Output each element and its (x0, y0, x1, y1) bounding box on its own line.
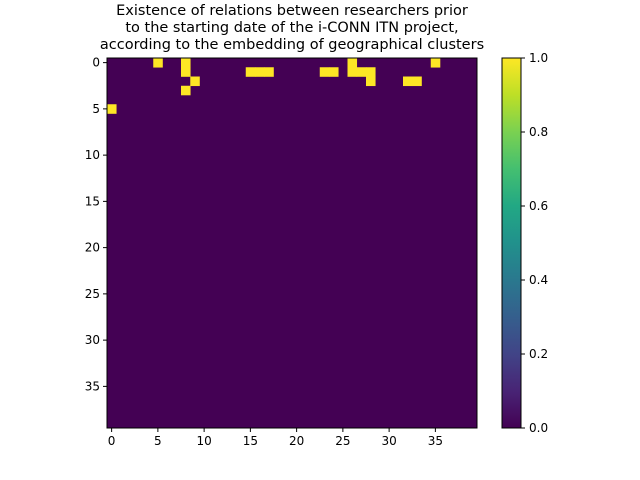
colorbar-tick-label: 0.6 (529, 199, 548, 213)
x-tick-label: 20 (289, 434, 304, 448)
heatmap-cell (403, 76, 413, 87)
heatmap-background (107, 58, 477, 428)
x-tick-label: 25 (335, 434, 350, 448)
colorbar-tick-label: 0.0 (529, 421, 548, 435)
heatmap-cell (181, 58, 191, 68)
colorbar-tick-label: 1.0 (529, 51, 548, 65)
heatmap-cell (153, 58, 163, 68)
x-tick-label: 10 (196, 434, 211, 448)
x-tick-label: 30 (381, 434, 396, 448)
heatmap-cell (255, 67, 265, 77)
y-tick-label: 35 (85, 379, 100, 393)
x-tick-label: 5 (154, 434, 162, 448)
heatmap-cell (245, 67, 256, 77)
heatmap-cell (356, 67, 367, 77)
heatmap-cell (190, 76, 200, 87)
x-tick-label: 0 (108, 434, 116, 448)
heatmap-frame (106, 57, 478, 429)
y-tick-label: 30 (85, 333, 100, 347)
y-tick-label: 10 (85, 148, 100, 162)
x-tick-label: 15 (243, 434, 258, 448)
y-tick-label: 5 (92, 102, 100, 116)
chart-title: Existence of relations between researche… (100, 3, 484, 53)
heatmap-cell (430, 58, 441, 68)
heatmap-cell (264, 67, 274, 77)
heatmap-cell (329, 67, 339, 77)
x-axis: 0 5 10 15 20 25 30 35 (108, 428, 443, 448)
heatmap-cell (319, 67, 330, 77)
heatmap-cell (412, 76, 422, 87)
y-tick-label: 15 (85, 194, 100, 208)
y-tick-label: 25 (85, 287, 100, 301)
y-tick-label: 0 (92, 56, 100, 70)
heatmap-cell (347, 58, 358, 68)
y-tick-label: 20 (85, 241, 100, 255)
y-axis: 0 5 10 15 20 25 30 35 (85, 56, 107, 393)
x-tick-label: 35 (428, 434, 443, 448)
heatmap-cell (181, 85, 191, 96)
colorbar-tick-label: 0.4 (529, 273, 548, 287)
heatmap-cell (107, 104, 117, 114)
heatmap-cell (366, 67, 376, 77)
heatmap-cell (366, 76, 376, 87)
colorbar-axis: 0.0 0.2 0.4 0.6 0.8 1.0 (521, 51, 548, 435)
colorbar (501, 57, 522, 429)
colorbar-tick-label: 0.8 (529, 125, 548, 139)
heatmap-cells (107, 58, 477, 428)
heatmap-cell (181, 67, 191, 77)
heatmap-cell (347, 67, 358, 77)
colorbar-tick-label: 0.2 (529, 347, 548, 361)
